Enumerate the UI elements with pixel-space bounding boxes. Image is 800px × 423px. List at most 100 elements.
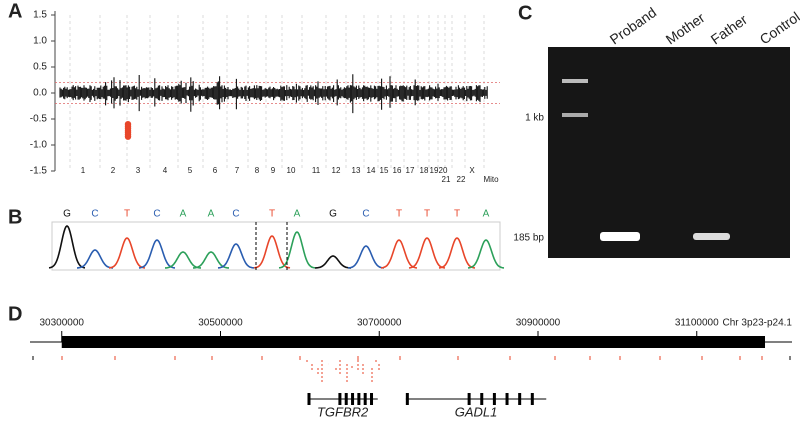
trace-peak [217,243,255,269]
y-tick-label: -0.5 [30,114,48,125]
x-tick-label: 5 [188,166,193,175]
lane-label: Mother [663,9,708,47]
x-tick-label: 2 [111,166,116,175]
base-label: C [232,209,239,220]
trace-peak [380,239,418,269]
x-tick-label: 15 [380,166,389,175]
x-tick-label: 3 [136,166,141,175]
x-tick-label: Mito [483,175,499,184]
lane-label: Father [708,11,751,48]
marker-label: 1 kb [525,113,544,124]
x-tick-label: 10 [287,166,296,175]
x-tick-label: 19 [430,166,439,175]
trace-peak [77,249,113,269]
x-tick-label: 17 [406,166,415,175]
trace-peak [48,225,86,269]
deletion-point [124,133,132,140]
base-label: T [424,209,430,220]
x-tick-label: 6 [213,166,218,175]
trace-peak [438,237,476,269]
gel-band [693,233,730,240]
x-tick-label: 11 [312,166,321,175]
base-label: C [153,209,160,220]
x-tick-label: 8 [255,166,260,175]
deleted-region [61,336,766,348]
trace-peak [467,239,505,269]
exon [307,393,311,405]
exon [338,393,342,405]
exon [467,393,471,405]
base-label: T [269,209,275,220]
base-label: A [483,209,490,220]
exon [518,393,522,405]
base-label: A [180,209,187,220]
exon [505,393,509,405]
trace-peak [108,237,146,269]
x-tick-label: 1 [81,166,86,175]
trace-peak [315,255,351,269]
y-tick-label: -1.5 [30,166,48,177]
x-tick-label: 13 [352,166,361,175]
exon [351,393,355,405]
x-tick-label: 7 [235,166,240,175]
panel-label: D [8,303,22,325]
trace-peak [165,251,201,269]
y-tick-label: 1.5 [33,10,47,21]
exon [492,393,496,405]
x-tick-label: 30700000 [357,318,402,329]
base-label: T [124,209,130,220]
exon [357,393,361,405]
gene-label: TGFBR2 [317,404,369,419]
y-tick-label: 0.0 [33,88,47,99]
marker-label: 185 bp [513,233,544,244]
y-tick-label: 1.0 [33,36,47,47]
trace-frame [51,221,501,271]
x-tick-label: 14 [367,166,376,175]
base-label: T [454,209,460,220]
gel-image [548,47,790,258]
base-label: G [63,209,71,220]
base-label: C [91,209,98,220]
trace-peak [278,231,316,269]
lane-label: Proband [607,4,660,47]
gene-label: GADL1 [455,404,498,419]
ladder-band [562,79,588,83]
exon [363,393,367,405]
gel-band [600,232,640,241]
trace-peak [253,235,291,269]
probe-cloud [59,74,488,114]
panel-label: C [518,2,532,24]
x-tick-label: 22 [457,175,466,184]
x-tick-label: 21 [442,175,451,184]
trace-peak [408,237,446,269]
exon [405,393,409,405]
y-tick-label: -1.0 [30,140,48,151]
base-label: A [208,209,215,220]
base-label: G [329,209,337,220]
panel-label: B [8,206,22,228]
base-label: T [396,209,402,220]
x-tick-label: 31100000 [675,318,719,329]
x-tick-label: 20 [439,166,448,175]
trace-peak [347,245,385,269]
region-label: Chr 3p23-p24.1 [723,318,793,329]
base-label: C [362,209,369,220]
exon [370,393,374,405]
panel-label: A [8,0,22,22]
x-tick-label: 16 [393,166,402,175]
exon [530,393,534,405]
x-tick-label: 30900000 [516,318,561,329]
x-tick-label: 18 [420,166,429,175]
y-tick-label: 0.5 [33,62,47,73]
x-tick-label: 4 [163,166,168,175]
exon [344,393,348,405]
exon [480,393,484,405]
trace-peak [138,239,176,269]
x-tick-label: 12 [332,166,341,175]
ladder-band [562,113,588,117]
x-tick-label: X [469,166,475,175]
x-tick-label: 30300000 [40,318,85,329]
lane-label: Control [757,8,800,47]
x-tick-label: 30500000 [198,318,243,329]
